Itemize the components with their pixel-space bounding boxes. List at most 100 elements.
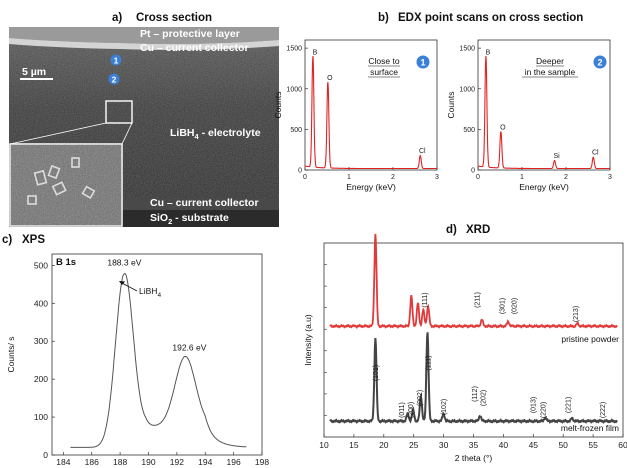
xps-spectrum-line xyxy=(70,272,247,448)
edx-x-axis-label: Energy (keV) xyxy=(346,182,396,192)
xrd-reflection-label: (101) xyxy=(373,365,380,381)
xrd-reflection-label: (220) xyxy=(540,402,547,418)
edx-x-axis-label: Energy (keV) xyxy=(519,182,569,192)
panel-d: d) XRD 10 15 20 25 30 35 40 45 50 55 60 2 theta (°)… xyxy=(303,224,627,463)
edx-spectrum-line xyxy=(305,55,437,170)
marker-1-label: 1 xyxy=(114,56,119,66)
xrd-reflection-label: (013) xyxy=(531,397,538,413)
xrd-x-tick-label: 35 xyxy=(469,440,479,450)
panel-a-letter: a) xyxy=(112,12,122,24)
panel-d-title: XRD xyxy=(466,224,490,236)
xps-inset-label: B 1s xyxy=(56,257,76,268)
edx-marker-1 xyxy=(416,55,430,69)
xrd-x-tick-label: 50 xyxy=(558,440,568,450)
edx-x-tick-label: 3 xyxy=(435,174,439,181)
zoom-box xyxy=(105,100,133,124)
edx-chart-close: 0 1 2 3 0 500 1000 1500 Energy (keV) Counts B O Cl xyxy=(273,39,439,192)
xps-x-tick-label: 198 xyxy=(255,457,269,467)
marker-2 xyxy=(108,73,120,85)
label-electrolyte: LiBH4 - electrolyte xyxy=(170,127,261,141)
xps-x-tick-label: 194 xyxy=(198,457,212,467)
xrd-x-tick-label: 20 xyxy=(379,440,389,450)
edx-x-tick-label: 3 xyxy=(608,174,612,181)
xrd-reflection-label: (102) xyxy=(441,399,448,415)
xps-x-tick-label: 196 xyxy=(227,457,241,467)
panel-b-title: EDX point scans on cross section xyxy=(398,12,583,24)
xps-y-tick-label: 200 xyxy=(34,374,48,384)
xrd-x-tick-label: 15 xyxy=(349,440,359,450)
xps-peak-label: 192.6 eV xyxy=(172,342,206,352)
inset-grains xyxy=(27,157,96,205)
edx-x-tick-label: 2 xyxy=(564,174,568,181)
label-substrate: SiO2 - substrate xyxy=(150,212,229,226)
edx-y-tick-label: 500 xyxy=(290,127,302,134)
xrd-x-tick-label: 45 xyxy=(529,440,539,450)
edx-y-tick-label: 1500 xyxy=(459,46,475,53)
edx-y-axis-label: Counts xyxy=(273,92,283,119)
panel-c-letter: c) xyxy=(2,234,12,246)
xrd-series-line xyxy=(329,332,618,425)
xps-x-tick-label: 192 xyxy=(170,457,184,467)
xrd-x-tick-label: 25 xyxy=(409,440,419,450)
edx-x-tick-label: 0 xyxy=(476,174,480,181)
xrd-series-name: melt-frozen film xyxy=(561,423,619,433)
xrd-x-axis-label: 2 theta (°) xyxy=(455,453,493,463)
edx-y-tick-label: 1500 xyxy=(286,46,302,53)
xrd-reflection-label: (011) xyxy=(399,402,406,418)
xrd-x-tick-label: 55 xyxy=(588,440,598,450)
edx-peak-label: Cl xyxy=(419,148,426,155)
xrd-reflection-label: (221) xyxy=(565,397,572,413)
xrd-reflection-label: (112) xyxy=(472,386,479,402)
xrd-reflection-label: (301) xyxy=(500,298,507,314)
edx-frame xyxy=(477,39,611,171)
edx-peak-label: O xyxy=(500,124,506,131)
xps-y-axis-label: Counts/ s xyxy=(6,337,16,373)
edx-x-tick-label: 1 xyxy=(347,174,351,181)
edx-y-tick-label: 0 xyxy=(298,168,302,175)
xrd-reflection-label: (200) xyxy=(408,402,415,418)
edx-y-tick-label: 0 xyxy=(471,168,475,175)
edx-peak-label: Si xyxy=(553,153,560,160)
edx-spectrum-line xyxy=(478,55,610,170)
xps-x-tick-label: 184 xyxy=(56,457,70,467)
label-cu-bottom: Cu – current collector xyxy=(150,197,259,209)
edx-peak-label: Cl xyxy=(592,150,599,157)
xrd-reflection-label: (202) xyxy=(480,390,487,406)
edx-peak-label: O xyxy=(327,75,333,82)
edx-y-tick-label: 500 xyxy=(463,127,475,134)
label-pt: Pt – protective layer xyxy=(140,28,240,40)
zoom-line-left xyxy=(9,122,107,145)
panel-b-letter: b) xyxy=(378,12,389,24)
edx-note-close-1: Close to xyxy=(368,56,399,66)
xps-y-tick-label: 500 xyxy=(34,260,48,270)
xrd-chart: 10 15 20 25 30 35 40 45 50 55 60 2 theta (°) Intensi… xyxy=(303,233,627,463)
edx-x-tick-label: 1 xyxy=(520,174,524,181)
xrd-x-tick-label: 60 xyxy=(618,440,627,450)
xrd-reflection-label: (222) xyxy=(600,402,607,418)
edx-y-axis-label: Counts xyxy=(446,92,456,119)
xps-chart: 184 186 188 190 192 194 196 198 0 100 200 300 400 500… xyxy=(6,253,269,467)
edx-note-close-2: surface xyxy=(370,67,398,77)
xrd-reflection-label: (020) xyxy=(512,298,519,314)
xrd-series-line xyxy=(329,233,618,329)
xps-annotation: LiBH4 xyxy=(139,286,161,299)
panel-b: b) EDX point scans on cross section 0 1 2 3… xyxy=(273,12,612,192)
panel-a: a) Cross section Pt – protective layer C… xyxy=(9,12,279,227)
edx-y-tick-label: 1000 xyxy=(459,86,475,93)
xrd-series-name: pristine powder xyxy=(561,334,619,344)
pt-layer xyxy=(9,27,279,44)
xps-y-tick-label: 100 xyxy=(34,412,48,422)
edx-peak-label: B xyxy=(486,50,491,57)
panel-d-letter: d) xyxy=(446,224,457,236)
xrd-x-tick-label: 40 xyxy=(499,440,509,450)
edx-marker-2 xyxy=(593,55,607,69)
edx-x-tick-label: 2 xyxy=(391,174,395,181)
marker-1 xyxy=(110,54,122,66)
edx-x-tick-label: 0 xyxy=(303,174,307,181)
label-cu-top: Cu – current collector xyxy=(140,42,249,54)
edx-note-deep-1: Deeper xyxy=(536,56,564,66)
cu-layer-top xyxy=(9,38,279,50)
xps-y-tick-label: 0 xyxy=(43,450,48,460)
xps-x-tick-label: 190 xyxy=(141,457,155,467)
